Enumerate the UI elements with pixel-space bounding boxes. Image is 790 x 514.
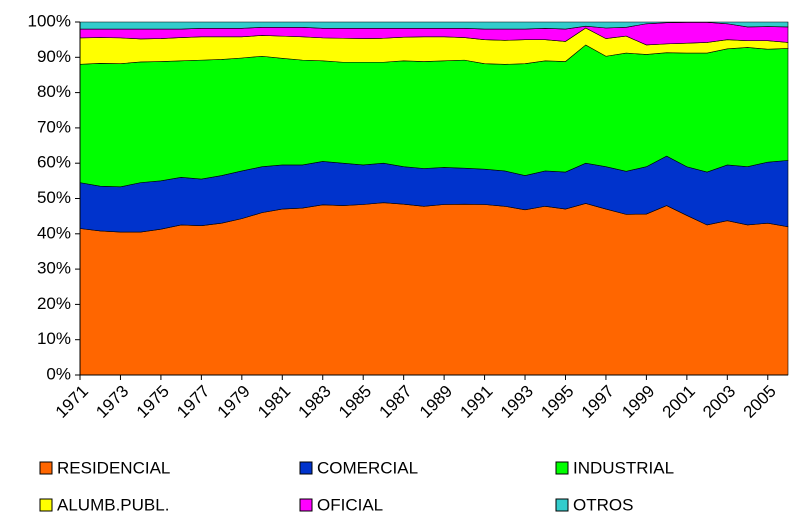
x-tick-label: 2001 <box>659 382 699 422</box>
legend-label: RESIDENCIAL <box>57 458 170 477</box>
area <box>79 21 789 30</box>
legend-label: COMERCIAL <box>317 458 418 477</box>
x-tick-label: 1987 <box>375 382 415 422</box>
legend-swatch <box>299 498 313 512</box>
x-tick-label: 1971 <box>52 382 92 422</box>
x-tick-label: 2005 <box>740 382 780 422</box>
y-tick-label: 100% <box>28 11 71 30</box>
y-tick-label: 70% <box>37 117 71 136</box>
legend-label: OFICIAL <box>317 495 383 514</box>
y-tick-label: 40% <box>37 223 71 242</box>
legend-label: OTROS <box>573 495 633 514</box>
x-tick-label: 1995 <box>537 382 577 422</box>
y-tick-label: 0% <box>46 364 71 383</box>
x-tick-label: 2003 <box>699 382 739 422</box>
x-tick-label: 1979 <box>214 382 254 422</box>
legend-swatch <box>555 461 569 475</box>
x-tick-label: 1977 <box>173 382 213 422</box>
y-tick-label: 90% <box>37 47 71 66</box>
y-tick-label: 80% <box>37 82 71 101</box>
legend-swatch <box>39 461 53 475</box>
x-tick-label: 1985 <box>335 382 375 422</box>
x-tick-label: 1983 <box>295 382 335 422</box>
x-tick-label: 1993 <box>497 382 537 422</box>
x-tick-label: 1989 <box>416 382 456 422</box>
area <box>79 202 789 376</box>
legend-swatch <box>39 498 53 512</box>
legend-swatch <box>299 461 313 475</box>
y-tick-label: 60% <box>37 153 71 172</box>
x-tick-label: 1991 <box>456 382 496 422</box>
y-tick-label: 50% <box>37 188 71 207</box>
y-tick-label: 30% <box>37 259 71 278</box>
y-tick-label: 20% <box>37 294 71 313</box>
x-tick-label: 1981 <box>254 382 294 422</box>
x-tick-label: 1999 <box>618 382 658 422</box>
x-tick-label: 1997 <box>578 382 618 422</box>
y-tick-label: 10% <box>37 329 71 348</box>
legend-swatch <box>555 498 569 512</box>
legend-label: INDUSTRIAL <box>573 458 674 477</box>
legend-label: ALUMB.PUBL. <box>57 495 169 514</box>
x-tick-label: 1975 <box>133 382 173 422</box>
x-tick-label: 1973 <box>92 382 132 422</box>
